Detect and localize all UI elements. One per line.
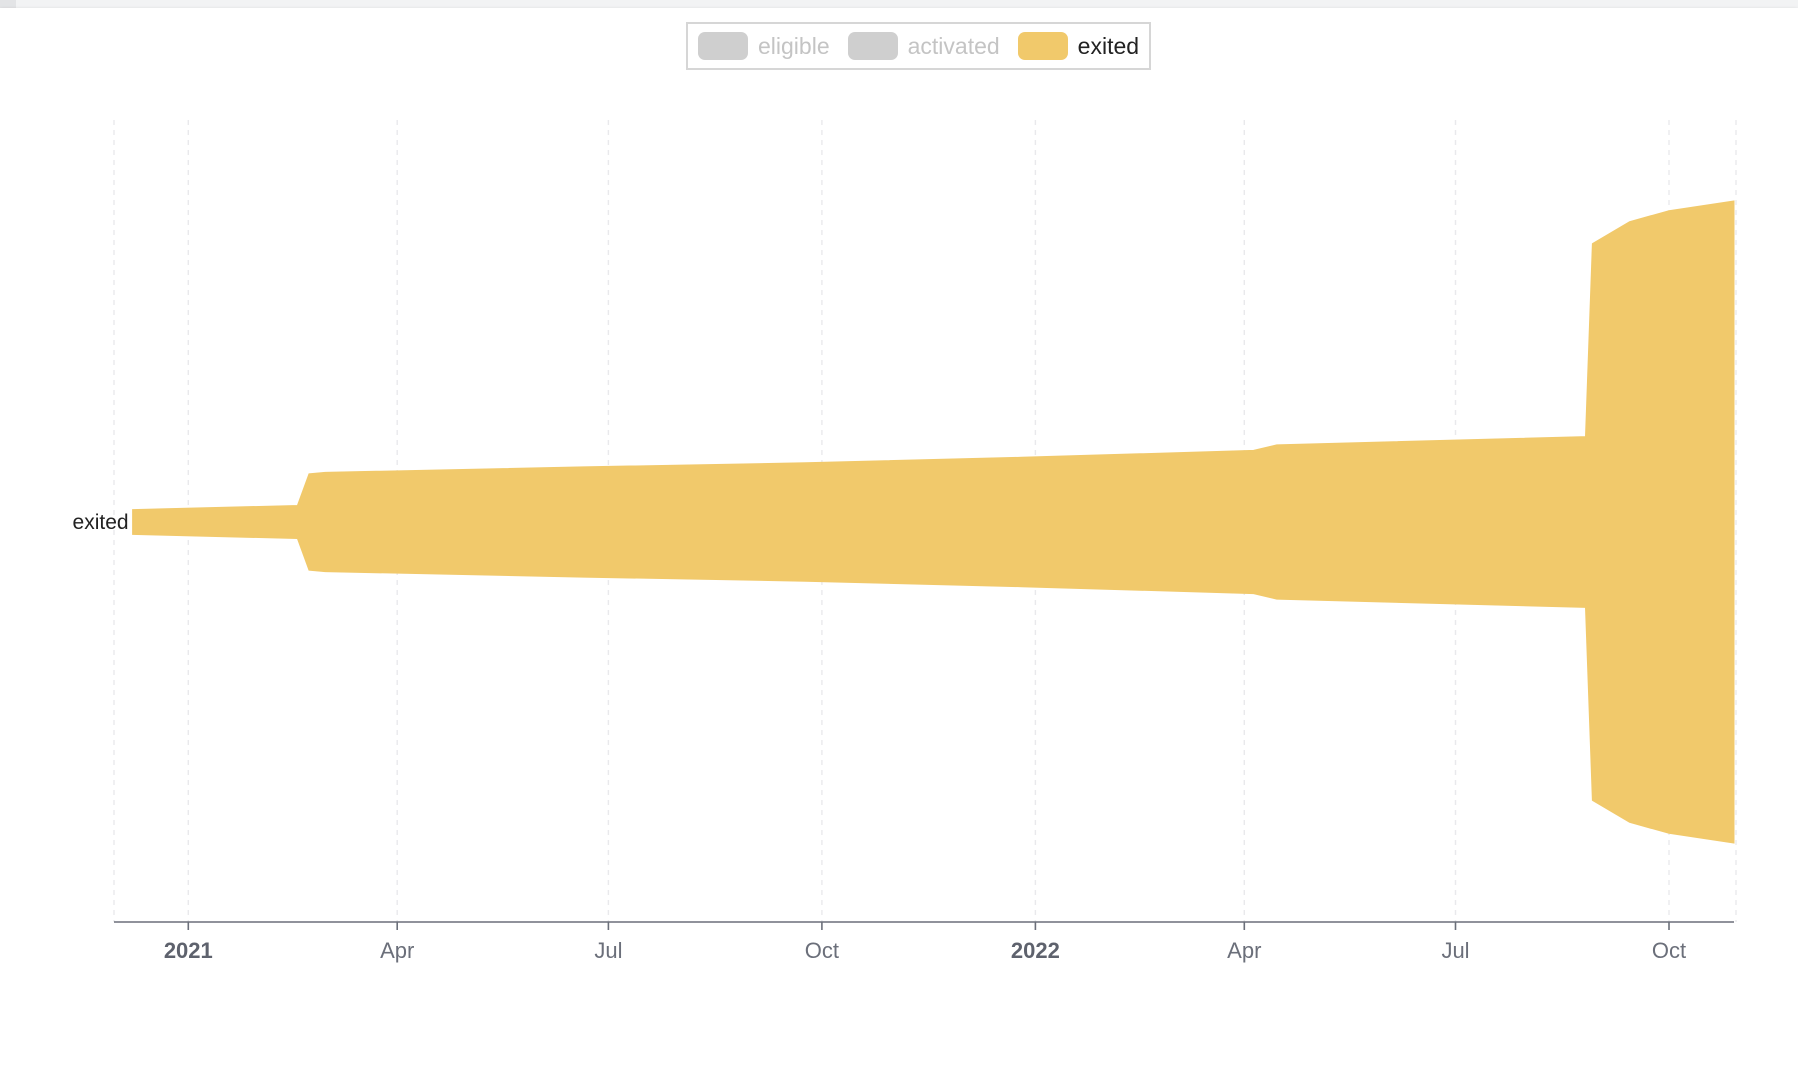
streamgraph-chart: 2021 Apr Jul Oct 2022 Apr Jul Oct exited <box>73 120 1737 963</box>
legend-label-activated: activated <box>907 33 1000 59</box>
legend-item-eligible[interactable]: eligible <box>698 32 830 60</box>
x-tick-label: 2022 <box>1011 938 1060 963</box>
x-tick-label: Jul <box>1441 938 1469 963</box>
legend-swatch-exited <box>1017 32 1068 60</box>
legend-label-eligible: eligible <box>758 33 830 59</box>
stream-layer <box>132 200 1735 844</box>
chart-legend: eligible activated exited <box>686 22 1152 70</box>
legend-item-activated[interactable]: activated <box>847 32 1000 60</box>
x-tick-label: Apr <box>1227 938 1261 963</box>
legend-swatch-eligible <box>698 32 748 60</box>
x-tick-label: Oct <box>805 938 839 963</box>
legend-item-exited[interactable]: exited <box>1017 32 1140 60</box>
x-tick-label: Oct <box>1652 938 1686 963</box>
page-bottom <box>0 1042 1798 1084</box>
x-tick-label: Jul <box>594 938 622 963</box>
series-label-exited: exited <box>73 511 129 534</box>
x-axis: 2021 Apr Jul Oct 2022 Apr Jul Oct <box>114 921 1734 963</box>
top-strip <box>0 0 1798 8</box>
stream-exited[interactable] <box>132 200 1735 844</box>
top-strip-corner <box>0 0 16 8</box>
x-tick-label: Apr <box>380 938 414 963</box>
legend-swatch-activated <box>847 32 898 60</box>
legend-label-exited: exited <box>1077 33 1140 59</box>
series-labels: exited <box>73 511 129 534</box>
x-tick-label: 2021 <box>164 938 213 963</box>
